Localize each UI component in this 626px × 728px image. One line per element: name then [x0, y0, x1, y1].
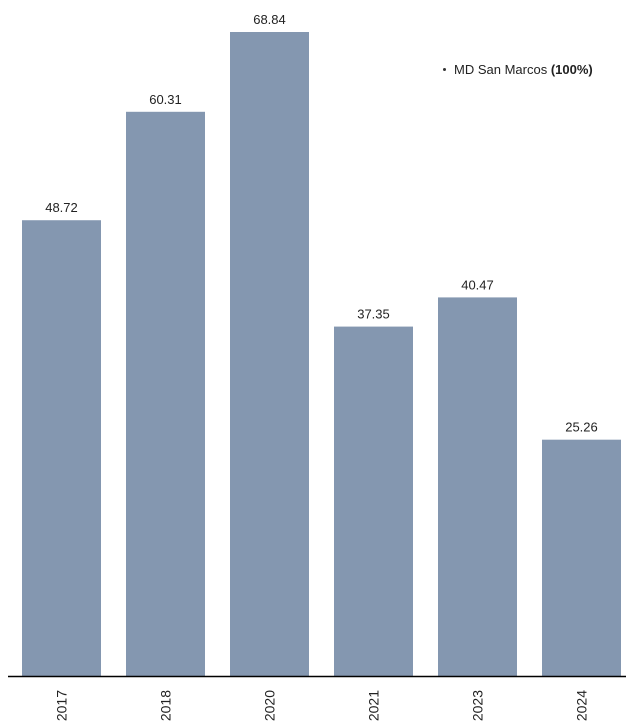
x-tick-2024: 2024	[574, 690, 590, 721]
legend-bullet-icon	[443, 68, 446, 72]
data-label-2023: 40.47	[461, 277, 494, 292]
x-tick-2023: 2023	[470, 690, 486, 721]
bar-2023	[438, 297, 517, 676]
data-label-2018: 60.31	[149, 92, 182, 107]
data-label-2021: 37.35	[357, 307, 390, 322]
legend-share: (100%)	[550, 62, 593, 77]
bar-2021	[334, 326, 413, 676]
bar-2024	[542, 439, 621, 676]
legend-series-label: MD San Marcos	[454, 62, 548, 77]
data-label-2024: 25.26	[565, 420, 598, 435]
x-tick-2021: 2021	[366, 690, 382, 721]
x-tick-2017: 2017	[54, 690, 70, 721]
bar-2020	[230, 32, 309, 676]
x-tick-2018: 2018	[158, 690, 174, 721]
data-label-2020: 68.84	[253, 12, 286, 27]
legend: MD San Marcos (100%)	[443, 62, 593, 77]
bar-2018	[126, 111, 205, 677]
bar-2017	[22, 220, 101, 676]
data-label-2017: 48.72	[45, 200, 78, 215]
x-tick-2020: 2020	[262, 690, 278, 721]
